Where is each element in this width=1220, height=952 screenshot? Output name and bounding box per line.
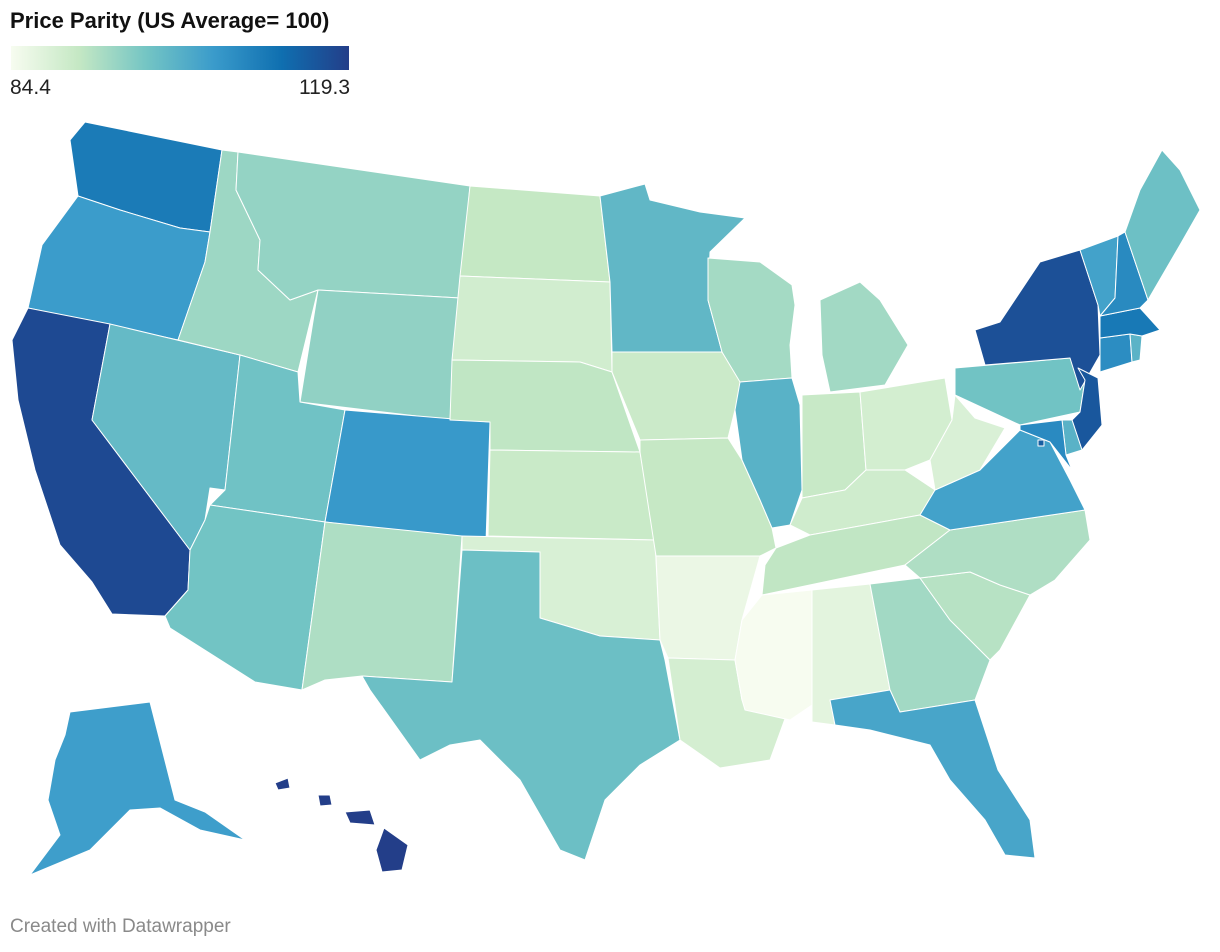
state-ND[interactable] bbox=[459, 185, 611, 283]
state-PA[interactable] bbox=[954, 357, 1086, 426]
state-DC[interactable] bbox=[1037, 439, 1045, 447]
state-WV[interactable] bbox=[929, 394, 1006, 491]
state-IA[interactable] bbox=[611, 351, 749, 441]
state-CO[interactable] bbox=[324, 409, 491, 543]
state-KS[interactable] bbox=[487, 449, 656, 541]
state-RI[interactable] bbox=[1129, 333, 1143, 363]
state-MS[interactable] bbox=[734, 589, 813, 721]
state-CT[interactable] bbox=[1099, 333, 1133, 373]
state-MI[interactable] bbox=[819, 281, 909, 393]
state-WY[interactable] bbox=[299, 289, 461, 421]
state-NY[interactable] bbox=[974, 249, 1101, 391]
state-AK[interactable] bbox=[29, 701, 246, 876]
state-ME[interactable] bbox=[1124, 149, 1201, 301]
state-IL[interactable] bbox=[734, 377, 803, 529]
credit-text: Created with Datawrapper bbox=[10, 916, 231, 937]
state-WI[interactable] bbox=[707, 257, 796, 383]
state-TX[interactable] bbox=[361, 549, 681, 861]
state-SD[interactable] bbox=[451, 275, 613, 373]
legend-gradient-bar bbox=[11, 46, 349, 70]
state-MN[interactable] bbox=[599, 183, 746, 353]
state-MO[interactable] bbox=[639, 437, 777, 557]
state-MD[interactable] bbox=[1019, 419, 1073, 471]
map-title: Price Parity (US Average= 100) bbox=[10, 8, 330, 33]
legend-min-label: 84.4 bbox=[10, 76, 51, 99]
state-FL[interactable] bbox=[829, 689, 1036, 859]
state-MT[interactable] bbox=[235, 151, 471, 301]
legend-max-label: 119.3 bbox=[299, 76, 350, 99]
state-NM[interactable] bbox=[301, 521, 463, 691]
state-HI[interactable] bbox=[274, 777, 409, 873]
